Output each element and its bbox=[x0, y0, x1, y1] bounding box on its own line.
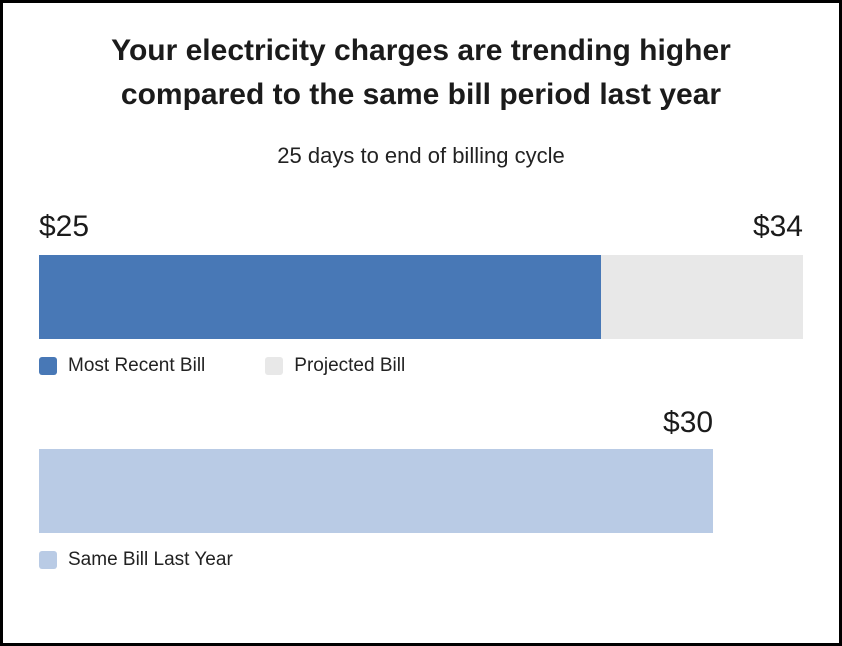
last-year-bar-wrap: $30 bbox=[39, 405, 714, 534]
last-year-swatch bbox=[39, 551, 57, 570]
last-year-bill-bar bbox=[39, 449, 714, 534]
legend-item-most-recent: Most Recent Bill bbox=[39, 355, 205, 377]
projected-bill-track bbox=[39, 255, 803, 340]
most-recent-swatch bbox=[39, 357, 57, 376]
chart-subtitle: 25 days to end of billing cycle bbox=[277, 143, 565, 169]
legend-last-year-label: Same Bill Last Year bbox=[68, 549, 233, 571]
legend-most-recent-label: Most Recent Bill bbox=[68, 355, 206, 377]
projected-swatch bbox=[265, 357, 284, 376]
last-year-value-label: $30 bbox=[663, 406, 714, 440]
legend-projected-label: Projected Bill bbox=[294, 355, 406, 377]
legend-item-last-year: Same Bill Last Year bbox=[39, 549, 233, 571]
legend-item-projected: Projected Bill bbox=[265, 355, 405, 377]
chart-title: Your electricity charges are trending hi… bbox=[111, 34, 731, 112]
projected-bill-value-label: $34 bbox=[752, 210, 803, 244]
most-recent-bill-bar bbox=[39, 255, 601, 340]
legend-current-bill: Most Recent Bill Projected Bill bbox=[39, 355, 803, 377]
current-bill-value-labels: $25 $34 bbox=[39, 209, 803, 245]
most-recent-bill-value-label: $25 bbox=[39, 210, 90, 244]
legend-last-year: Same Bill Last Year bbox=[39, 549, 803, 571]
